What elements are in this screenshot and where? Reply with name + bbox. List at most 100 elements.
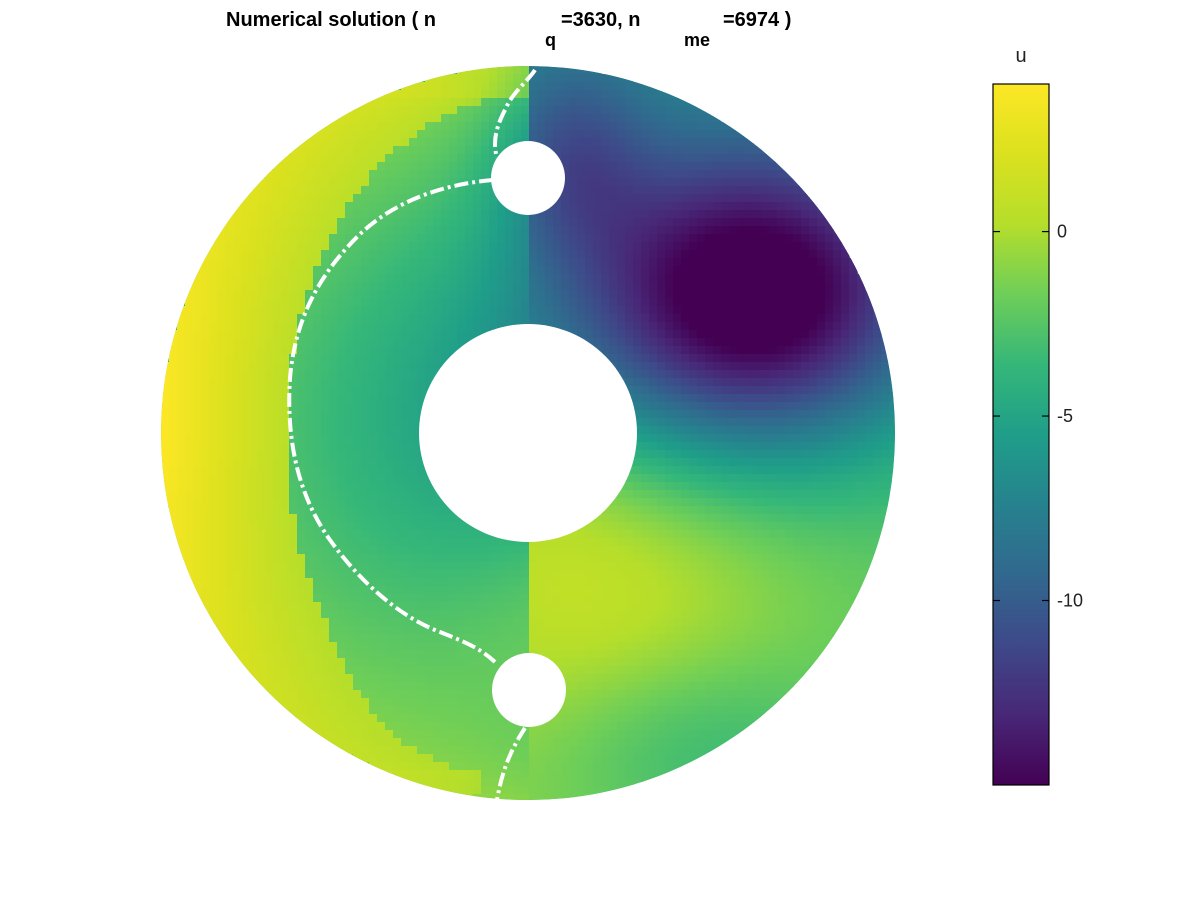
field-cell-1170 bbox=[753, 226, 762, 235]
field-cell-2920 bbox=[177, 394, 186, 403]
field-cell-1949 bbox=[353, 306, 362, 315]
field-cell-2806 bbox=[737, 378, 746, 387]
field-cell-4670 bbox=[321, 546, 330, 555]
field-cell-2009 bbox=[833, 306, 842, 315]
field-cell-2445 bbox=[761, 346, 770, 355]
field-cell-4407 bbox=[345, 522, 354, 531]
field-cell-2754 bbox=[321, 378, 330, 387]
field-cell-4694 bbox=[513, 546, 522, 555]
field-cell-1621 bbox=[473, 274, 482, 283]
field-cell-2190 bbox=[873, 322, 882, 331]
field-cell-385 bbox=[513, 138, 522, 147]
field-cell-4055 bbox=[425, 490, 434, 499]
field-cell-3487 bbox=[297, 442, 306, 451]
field-cell-3490 bbox=[321, 442, 330, 451]
field-cell-1470 bbox=[593, 258, 602, 267]
field-cell-554 bbox=[401, 162, 410, 171]
field-cell-980 bbox=[449, 210, 458, 219]
field-cell-1555 bbox=[609, 266, 618, 275]
field-cell-1891 bbox=[585, 298, 594, 307]
field-cell-2482 bbox=[337, 354, 346, 363]
field-cell-2609 bbox=[625, 362, 634, 371]
field-cell-2228 bbox=[465, 330, 474, 339]
field-cell-4834 bbox=[241, 562, 250, 571]
field-cell-1902 bbox=[673, 298, 682, 307]
field-cell-3205 bbox=[249, 418, 258, 427]
field-cell-628 bbox=[473, 170, 482, 179]
field-cell-3295 bbox=[233, 426, 242, 435]
field-cell-4049 bbox=[377, 490, 386, 499]
field-cell-3203 bbox=[233, 418, 242, 427]
field-cell-3909 bbox=[729, 474, 738, 483]
field-cell-1989 bbox=[673, 306, 682, 315]
field-cell-3774 bbox=[385, 466, 394, 475]
field-cell-1769 bbox=[297, 290, 306, 299]
field-cell-2831 bbox=[201, 386, 210, 395]
field-cell-3857 bbox=[313, 474, 322, 483]
field-cell-2536 bbox=[769, 354, 778, 363]
field-cell-2929 bbox=[249, 394, 258, 403]
field-cell-4131 bbox=[297, 498, 306, 507]
field-cell-870 bbox=[753, 194, 762, 203]
field-cell-4487 bbox=[265, 530, 274, 539]
field-cell-1436 bbox=[321, 258, 330, 267]
field-cell-1237 bbox=[657, 234, 666, 243]
field-cell-553 bbox=[393, 162, 402, 171]
field-cell-394 bbox=[585, 138, 594, 147]
field-cell-1329 bbox=[761, 242, 770, 251]
field-cell-668 bbox=[257, 178, 266, 187]
field-cell-4094 bbox=[737, 490, 746, 499]
field-cell-708 bbox=[577, 178, 586, 187]
field-cell-514 bbox=[585, 154, 594, 163]
field-cell-2177 bbox=[769, 322, 778, 331]
field-cell-2985 bbox=[697, 394, 706, 403]
field-cell-2519 bbox=[633, 354, 642, 363]
field-cell-351 bbox=[689, 130, 698, 139]
field-cell-1530 bbox=[409, 266, 418, 275]
field-cell-3989 bbox=[633, 482, 642, 491]
field-cell-5 bbox=[497, 66, 506, 75]
field-cell-1035 bbox=[289, 218, 298, 227]
field-cell-4304 bbox=[241, 514, 250, 523]
field-cell-1685 bbox=[305, 282, 314, 291]
field-cell-248 bbox=[697, 114, 706, 123]
field-cell-2434 bbox=[673, 346, 682, 355]
field-cell-191 bbox=[625, 106, 634, 115]
field-cell-1063 bbox=[513, 218, 522, 227]
field-cell-3444 bbox=[689, 434, 698, 443]
field-cell-3810 bbox=[673, 466, 682, 475]
field-cell-1708 bbox=[489, 282, 498, 291]
field-cell-1109 bbox=[265, 226, 274, 235]
field-cell-2094 bbox=[809, 314, 818, 323]
field-cell-2048 bbox=[441, 314, 450, 323]
field-cell-3590 bbox=[385, 450, 394, 459]
field-cell-2573 bbox=[337, 362, 346, 371]
field-cell-557 bbox=[425, 162, 434, 171]
field-cell-867 bbox=[729, 194, 738, 203]
field-cell-3447 bbox=[713, 434, 722, 443]
field-cell-1353 bbox=[305, 250, 314, 259]
field-cell-2215 bbox=[361, 330, 370, 339]
field-cell-984 bbox=[481, 210, 490, 219]
field-cell-3683 bbox=[393, 458, 402, 467]
field-cell-4087 bbox=[681, 490, 690, 499]
field-cell-3358 bbox=[737, 426, 746, 435]
field-cell-3571 bbox=[233, 450, 242, 459]
field-cell-3870 bbox=[417, 474, 426, 483]
field-cell-513 bbox=[577, 154, 586, 163]
field-cell-2175 bbox=[753, 322, 762, 331]
field-cell-4662 bbox=[257, 546, 266, 555]
field-cell-102 bbox=[585, 90, 594, 99]
field-cell-4943 bbox=[425, 570, 434, 579]
field-cell-1581 bbox=[817, 266, 826, 275]
field-cell-4405 bbox=[329, 522, 338, 531]
field-cell-2097 bbox=[833, 314, 842, 323]
field-cell-4225 bbox=[329, 506, 338, 515]
field-cell-4665 bbox=[281, 546, 290, 555]
field-cell-1939 bbox=[273, 306, 282, 315]
field-cell-3583 bbox=[329, 450, 338, 459]
field-cell-3941 bbox=[249, 482, 258, 491]
field-cell-800 bbox=[761, 186, 770, 195]
field-cell-226 bbox=[521, 114, 530, 123]
field-cell-1918 bbox=[801, 298, 810, 307]
